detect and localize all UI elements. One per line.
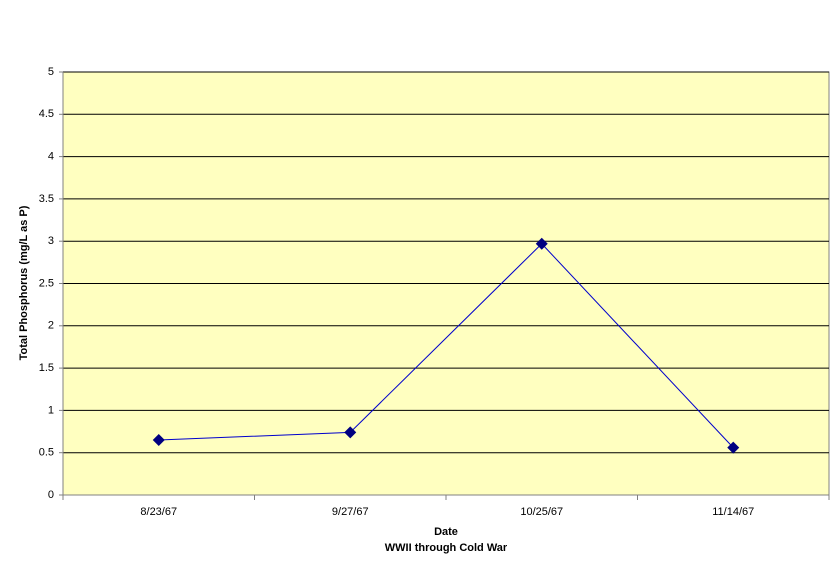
y-tick-label: 2 — [48, 320, 54, 332]
x-tick-label: 10/25/67 — [520, 506, 563, 518]
data-marker — [152, 434, 165, 447]
x-axis-title: Date — [434, 526, 458, 538]
data-line — [158, 243, 734, 448]
y-tick-label: 1 — [48, 404, 54, 416]
data-marker — [344, 426, 357, 439]
data-marker — [535, 237, 548, 250]
x-tick-label: 8/23/67 — [140, 506, 177, 518]
x-tick-label: 9/27/67 — [332, 506, 369, 518]
y-tick-label: 3.5 — [39, 193, 54, 205]
y-tick-label: 5 — [48, 66, 54, 78]
y-axis-title: Total Phosphorus (mg/L as P) — [18, 205, 30, 360]
x-tick-label: 11/14/67 — [712, 506, 754, 518]
y-tick-label: 3 — [48, 235, 54, 247]
y-tick-label: 2.5 — [39, 277, 54, 289]
y-tick-label: 4.5 — [39, 108, 54, 120]
y-tick-label: 0.5 — [39, 447, 54, 459]
x-axis-subtitle: WWII through Cold War — [385, 542, 508, 554]
y-tick-label: 4 — [48, 151, 54, 163]
y-tick-label: 0 — [48, 489, 54, 501]
data-marker — [727, 441, 740, 454]
y-tick-label: 1.5 — [39, 362, 54, 374]
